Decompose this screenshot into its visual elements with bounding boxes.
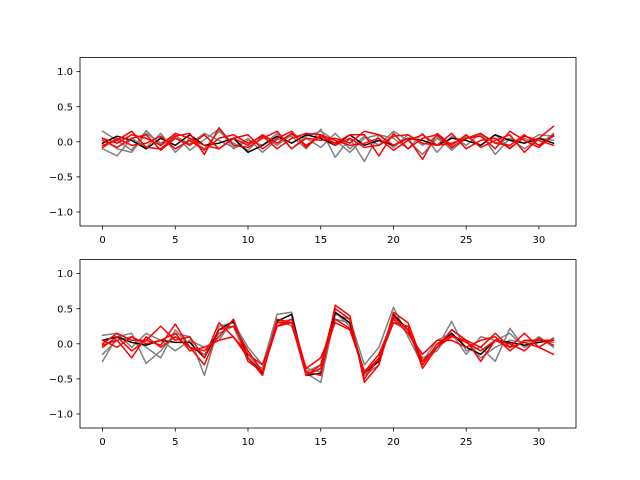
top-x-tick-label: 0 <box>99 235 105 246</box>
top-y-tick-label: 0.0 <box>57 137 73 148</box>
bottom-x-tick-label: 0 <box>99 437 105 448</box>
top-x-tick-label: 20 <box>387 235 400 246</box>
top-y-tick-label: −0.5 <box>49 172 73 183</box>
bottom-y-tick-label: 1.0 <box>57 269 73 280</box>
top-x-tick-label: 10 <box>242 235 255 246</box>
top-x-tick-label: 5 <box>172 235 178 246</box>
bottom-subplot-ticks: 0 5 10 15 20 25 30 −1.0 −0.5 0.0 0.5 1.0 <box>49 269 546 448</box>
top-series-line-7 <box>101 132 555 151</box>
bottom-y-tick-label: 0.5 <box>57 304 73 315</box>
bottom-x-tick-label: 30 <box>533 437 546 448</box>
top-subplot-ticks: 0 5 10 15 20 25 30 −1.0 −0.5 0.0 0.5 1.0 <box>49 67 546 246</box>
top-y-tick-label: −1.0 <box>49 208 73 219</box>
top-series-line-8 <box>101 130 555 151</box>
top-x-tick-label: 25 <box>460 235 473 246</box>
top-subplot-series-group <box>101 125 555 163</box>
bottom-y-tick-label: −0.5 <box>49 374 73 385</box>
top-x-tick-label: 15 <box>314 235 327 246</box>
top-subplot: 0 5 10 15 20 25 30 −1.0 −0.5 0.0 0.5 1.0 <box>49 57 577 246</box>
top-y-tick-label: 1.0 <box>57 67 73 78</box>
top-x-tick-label: 30 <box>533 235 546 246</box>
bottom-x-tick-label: 10 <box>242 437 255 448</box>
bottom-series-line-7 <box>101 318 555 373</box>
bottom-x-tick-label: 5 <box>172 437 178 448</box>
bottom-subplot: 0 5 10 15 20 25 30 −1.0 −0.5 0.0 0.5 1.0 <box>49 259 577 448</box>
bottom-x-tick-label: 20 <box>387 437 400 448</box>
top-series-line-3 <box>101 128 555 154</box>
bottom-x-tick-label: 25 <box>460 437 473 448</box>
bottom-y-tick-label: −1.0 <box>49 410 73 421</box>
bottom-subplot-series-group <box>101 304 555 384</box>
bottom-y-tick-label: 0.0 <box>57 339 73 350</box>
top-y-tick-label: 0.5 <box>57 102 73 113</box>
bottom-x-tick-label: 15 <box>314 437 327 448</box>
bottom-series-line-8 <box>101 316 555 377</box>
